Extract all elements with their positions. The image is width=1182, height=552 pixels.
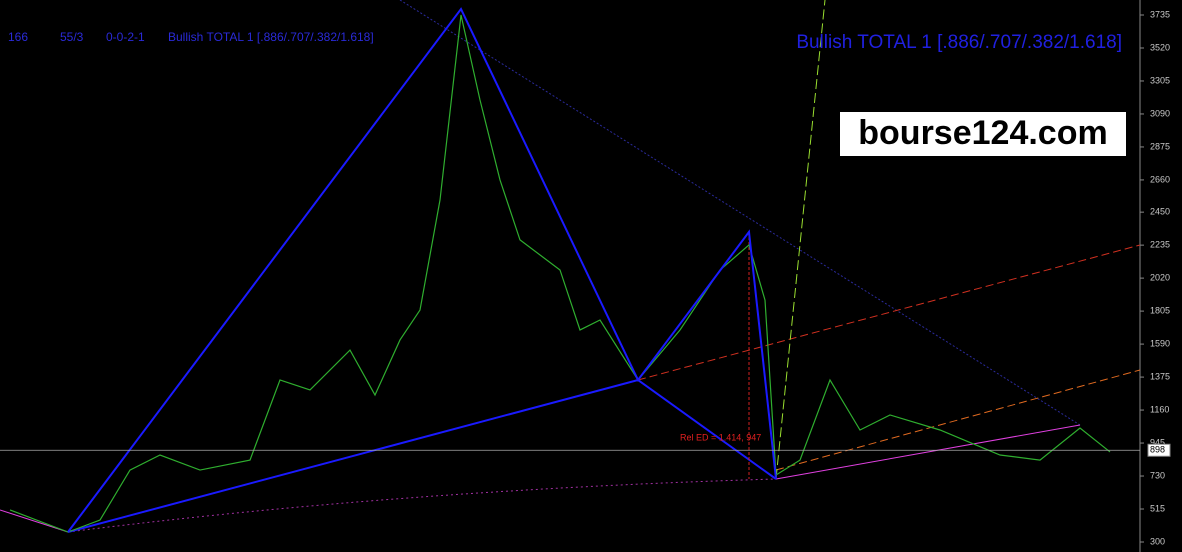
- y-tick-label: 945: [1150, 437, 1165, 447]
- info-text: 0-0-2-1: [106, 30, 145, 44]
- trend-line: [775, 424, 1081, 480]
- price-box: [1147, 443, 1171, 457]
- y-tick-label: 2235: [1150, 240, 1170, 250]
- info-text: 166: [8, 30, 28, 44]
- watermark-box: [840, 112, 1126, 156]
- pattern-leg: [67, 379, 639, 533]
- y-tick-label: 2875: [1150, 141, 1170, 151]
- annotation: Rel ED = 1.414, 947: [680, 432, 761, 442]
- y-tick-label: 1160: [1150, 404, 1169, 414]
- series-line: [67, 7, 777, 533]
- trend-line: [67, 478, 777, 533]
- y-tick-label: 515: [1150, 503, 1165, 513]
- info-text: 55/3: [60, 30, 84, 44]
- y-tick-label: 3305: [1150, 75, 1170, 85]
- y-tick-label: 1590: [1150, 338, 1170, 348]
- y-tick-label: 3735: [1150, 9, 1170, 19]
- y-tick-label: 2020: [1150, 272, 1170, 282]
- y-tick-label: 730: [1150, 470, 1165, 480]
- trend-line: [399, 0, 1081, 426]
- trend-line: [775, 369, 1141, 471]
- pattern-leg: [637, 379, 777, 480]
- y-tick-label: 2450: [1150, 207, 1170, 217]
- price-label: 898: [1150, 445, 1165, 455]
- trend-line: [637, 244, 1141, 381]
- chart-title: Bullish TOTAL 1 [.886/.707/.382/1.618]: [796, 32, 1122, 53]
- y-tick-label: 3520: [1150, 42, 1170, 52]
- info-text: Bullish TOTAL 1 [.886/.707/.382/1.618]: [168, 30, 374, 44]
- y-tick-label: 2660: [1150, 174, 1170, 184]
- trend-line: [775, 0, 826, 480]
- y-tick-label: 300: [1150, 536, 1165, 546]
- y-tick-label: 3090: [1150, 108, 1170, 118]
- watermark: bourse124.com: [858, 114, 1107, 152]
- y-tick-label: 1375: [1150, 371, 1170, 381]
- series-line: [9, 14, 1111, 533]
- y-tick-label: 1805: [1150, 305, 1170, 315]
